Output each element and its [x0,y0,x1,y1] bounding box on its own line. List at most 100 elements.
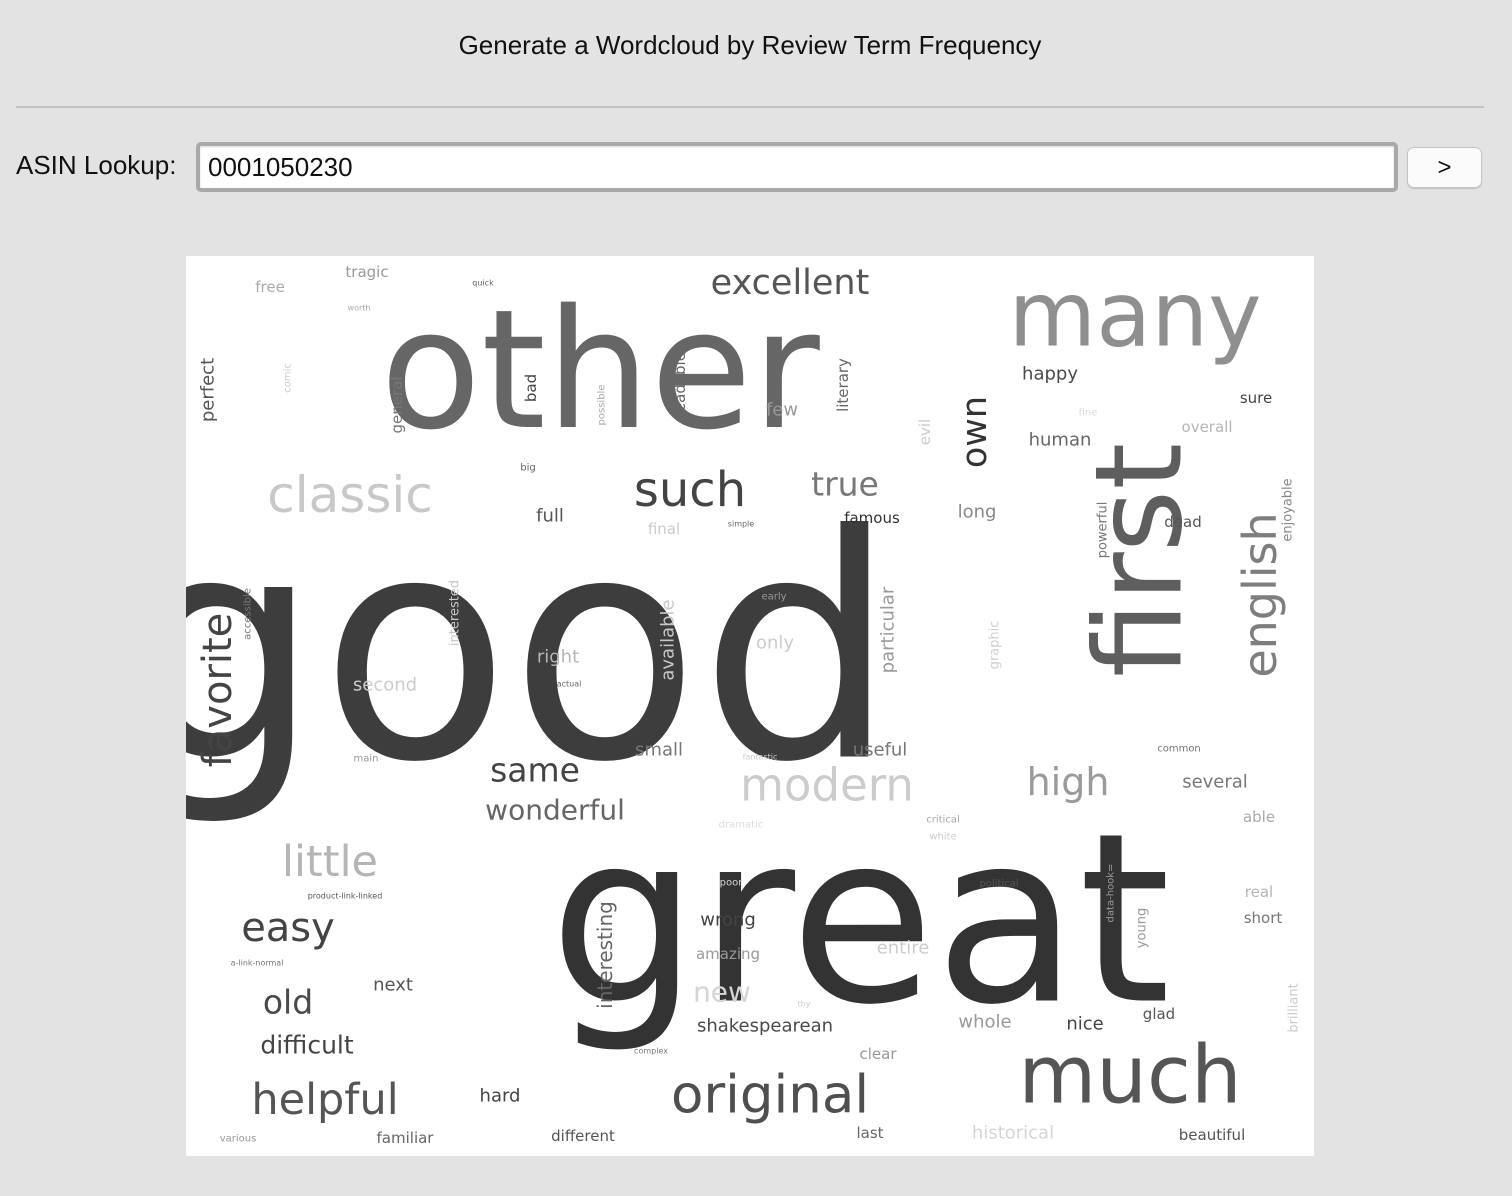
cloud-word-short: short [1244,909,1283,927]
cloud-word-old: old [263,983,313,1022]
cloud-word-general: general [388,376,406,433]
cloud-word-particular: particular [878,586,899,673]
cloud-word-fantastic: fantastic [743,753,778,762]
cloud-word-hard: hard [480,1086,521,1107]
cloud-word-whole: whole [958,1012,1011,1033]
cloud-word-first: first [1071,443,1210,678]
cloud-word-worth: worth [348,304,371,313]
cloud-word-data-hook: data-hook= [1106,864,1117,923]
cloud-word-brilliant: brilliant [1287,983,1302,1032]
cloud-word-historical: historical [972,1123,1054,1144]
cloud-word-clear: clear [859,1045,897,1063]
cloud-word-classic: classic [267,466,433,524]
cloud-word-political: political [979,879,1018,890]
cloud-word-new: new [693,976,751,1009]
submit-button[interactable]: > [1407,147,1482,188]
cloud-word-many: many [1008,263,1261,368]
cloud-word-glad: glad [1143,1005,1175,1023]
cloud-word-fine: fine [1079,408,1098,419]
cloud-word-true: true [811,465,879,504]
cloud-word-bad: bad [522,374,540,402]
cloud-word-few: few [766,400,798,421]
cloud-word-full: full [536,506,564,527]
cloud-word-same: same [490,751,580,790]
cloud-word-complex: complex [634,1047,668,1056]
cloud-word-different: different [551,1127,615,1145]
cloud-word-quick: quick [472,279,494,288]
cloud-word-available: available [658,599,679,680]
cloud-word-entire: entire [877,938,930,959]
cloud-word-much: much [1018,1029,1241,1122]
cloud-word-other: other [380,274,820,466]
cloud-word-favorite: favorite [195,613,241,768]
cloud-word-interested: interested [448,580,463,646]
cloud-word-powerful: powerful [1096,502,1111,559]
cloud-word-a-link-normal: a-link-normal [231,959,284,968]
cloud-word-young: young [1135,908,1150,948]
cloud-word-such: such [634,462,746,518]
cloud-word-white: white [929,832,956,843]
cloud-word-final: final [648,520,680,538]
cloud-word-big: big [520,463,535,474]
cloud-word-last: last [856,1124,883,1142]
asin-input[interactable] [196,142,1398,192]
cloud-word-actual: actual [557,680,582,689]
cloud-word-dead: dead [1164,513,1201,531]
cloud-word-human: human [1029,430,1092,451]
cloud-word-familiar: familiar [377,1129,435,1147]
cloud-word-own: own [955,396,995,468]
wordcloud-image: good great other first many much original class… [186,256,1314,1156]
cloud-word-early: early [761,592,786,603]
cloud-word-thy: thy [798,1000,811,1009]
cloud-word-high: high [1027,760,1110,804]
cloud-word-evil: evil [916,419,934,445]
cloud-word-difficult: difficult [260,1031,354,1060]
cloud-word-helpful: helpful [251,1075,398,1125]
cloud-word-great: great [549,784,1170,1057]
cloud-word-product-link-linked: product-link-linked [308,892,383,901]
cloud-word-free: free [255,278,285,296]
cloud-word-accessible: accessible [243,588,254,640]
cloud-word-only: only [756,633,794,654]
cloud-word-literary: literary [834,358,852,412]
cloud-word-long: long [958,502,997,523]
cloud-word-real: real [1245,883,1273,901]
cloud-word-various: various [220,1134,257,1145]
page-title: Generate a Wordcloud by Review Term Freq… [458,30,1042,60]
cloud-word-dramatic: dramatic [719,820,764,831]
cloud-word-readable: readable [671,352,689,418]
cloud-word-amazing: amazing [696,945,760,963]
cloud-word-happy: happy [1022,364,1078,385]
cloud-word-able: able [1243,808,1275,826]
asin-lookup-label: ASIN Lookup: [16,150,177,180]
cloud-word-little: little [282,837,378,887]
cloud-word-nice: nice [1066,1014,1103,1035]
cloud-word-enjoyable: enjoyable [1281,478,1296,541]
cloud-word-useful: useful [853,740,908,761]
cloud-word-tragic: tragic [345,263,388,281]
cloud-word-possible: possible [597,385,608,426]
cloud-word-original: original [671,1065,869,1126]
header-divider [16,106,1484,108]
cloud-word-next: next [373,975,413,996]
cloud-word-interesting: interesting [593,901,617,1009]
cloud-word-good: good [186,470,896,831]
cloud-word-critical: critical [926,815,960,826]
cloud-word-wonderful: wonderful [485,794,625,827]
cloud-word-graphic: graphic [988,621,1003,670]
cloud-word-main: main [354,754,379,765]
cloud-word-excellent: excellent [711,263,870,303]
cloud-word-simple: simple [728,520,754,529]
cloud-word-shakespearean: shakespearean [697,1016,833,1037]
cloud-word-second: second [353,675,417,696]
cloud-word-wrong: wrong [700,910,756,931]
cloud-word-overall: overall [1182,418,1233,436]
cloud-word-sure: sure [1240,389,1272,407]
cloud-word-beautiful: beautiful [1179,1126,1245,1144]
cloud-word-several: several [1182,772,1248,793]
cloud-word-small: small [635,740,683,761]
cloud-word-comic: comic [283,363,294,393]
cloud-word-right: right [537,647,579,668]
cloud-word-perfect: perfect [198,358,219,422]
